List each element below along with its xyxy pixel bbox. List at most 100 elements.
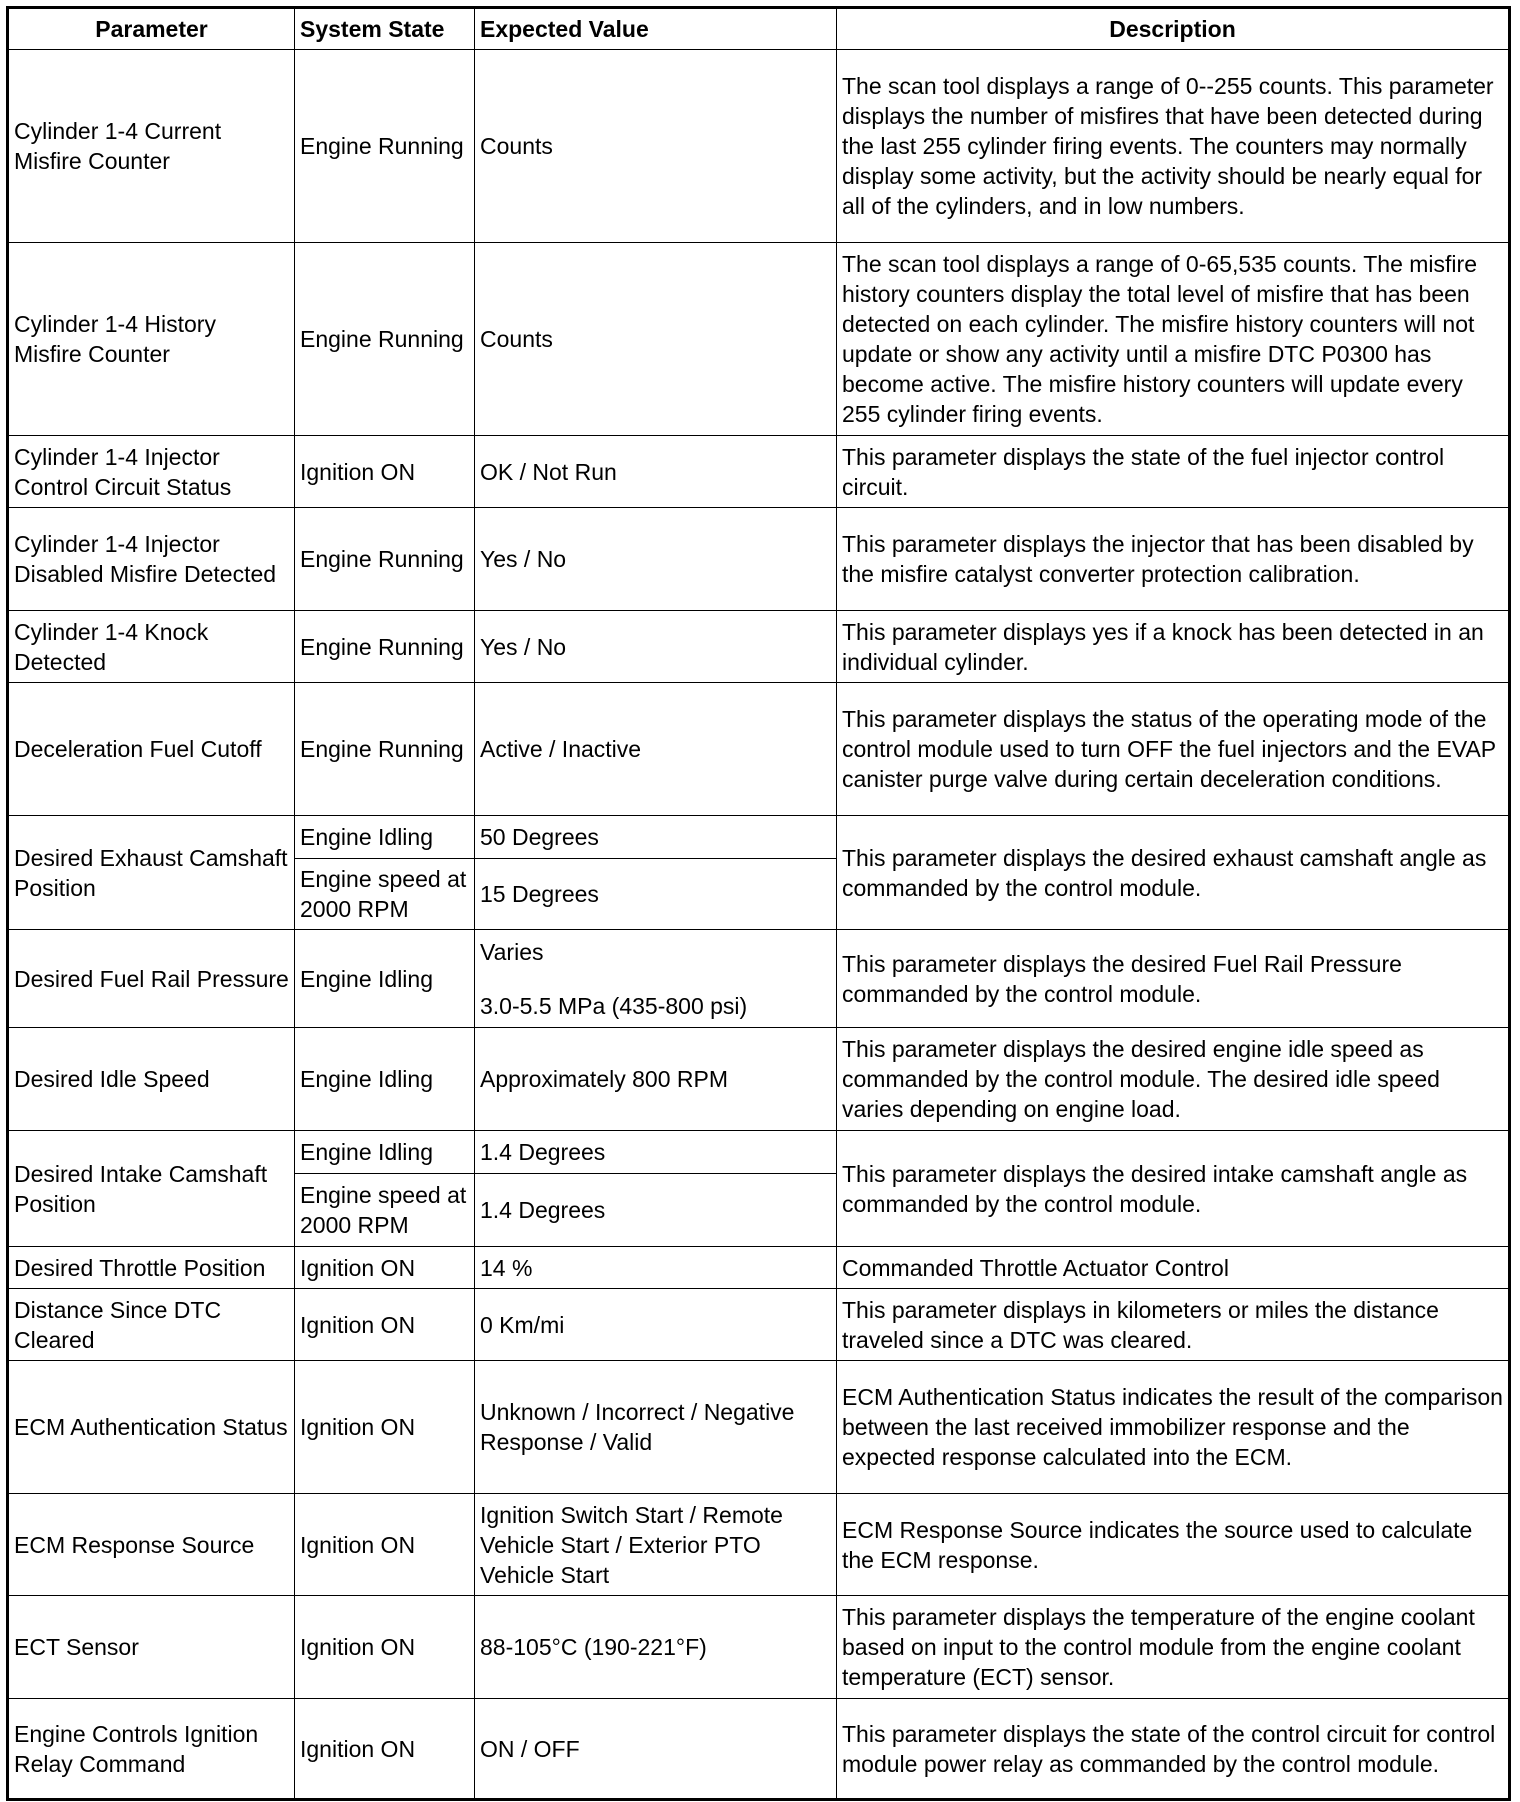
- table-row: Desired Idle Speed Engine Idling Approxima…: [7, 1027, 1510, 1131]
- system-state-cell: Ignition ON: [294, 1246, 475, 1289]
- parameter-cell: Cylinder 1-4 Injector Control Circuit St…: [7, 435, 295, 508]
- expected-value-text: Ignition Switch Start / Remote Vehicle S…: [480, 1501, 783, 1588]
- expected-value-text: Yes / No: [480, 546, 567, 572]
- description-cell: This parameter displays the desired exha…: [836, 815, 1510, 930]
- table-row: Desired Intake Camshaft Position Engine I…: [7, 1130, 1510, 1247]
- table-row: Desired Exhaust Camshaft Position Engine …: [7, 815, 1510, 930]
- system-state-cell: Ignition ON: [294, 1698, 475, 1800]
- parameter-cell: Distance Since DTC Cleared: [7, 1288, 295, 1361]
- expected-value-text: OK / Not Run: [480, 458, 617, 485]
- expected-value-cell: 0 Km/mi: [474, 1288, 837, 1361]
- parameter-cell: Desired Exhaust Camshaft Position: [7, 815, 295, 930]
- expected-value-text: 1.4 Degrees: [480, 1197, 606, 1223]
- parameter-cell: Cylinder 1-4 Knock Detected: [7, 610, 295, 683]
- expected-value-cell: 1.4 Degrees: [474, 1130, 837, 1174]
- expected-value-cell: 88-105°C (190-221°F): [474, 1595, 837, 1699]
- description-cell: This parameter displays the desired inta…: [836, 1130, 1510, 1247]
- expected-value-text: 14 %: [480, 1254, 533, 1281]
- description-cell: This parameter displays the state of the…: [836, 435, 1510, 508]
- description-cell: ECM Authentication Status indicates the …: [836, 1360, 1510, 1494]
- expected-value-cell: Unknown / Incorrect / Negative Response …: [474, 1360, 837, 1494]
- system-state-cell: Ignition ON: [294, 1360, 475, 1494]
- expected-value-cell: 1.4 Degrees: [474, 1173, 837, 1247]
- system-state-cell: Engine Running: [294, 49, 475, 243]
- system-state-cell: Engine Idling: [294, 815, 475, 859]
- system-state-cell: Ignition ON: [294, 435, 475, 508]
- parameter-cell: Desired Fuel Rail Pressure: [7, 929, 295, 1028]
- header-description: Description: [836, 7, 1510, 50]
- system-state-cell: Engine Running: [294, 242, 475, 436]
- expected-value-cell: Approximately 800 RPM: [474, 1027, 837, 1131]
- table-row: ECT Sensor Ignition ON 88-105°C (190-221°F…: [7, 1595, 1510, 1699]
- parameter-cell: ECT Sensor: [7, 1595, 295, 1699]
- header-expected-value: Expected Value: [474, 7, 837, 50]
- table-row: Distance Since DTC Cleared Ignition ON 0 K…: [7, 1288, 1510, 1361]
- expected-value-text: Varies: [480, 938, 544, 965]
- expected-value-text: 50 Degrees: [480, 824, 599, 850]
- expected-value-cell: Active / Inactive: [474, 682, 837, 816]
- expected-value-cell: Counts: [474, 242, 837, 436]
- parameter-cell: Cylinder 1-4 Current Misfire Counter: [7, 49, 295, 243]
- expected-value-text: 88-105°C (190-221°F): [480, 1634, 707, 1660]
- expected-value-text: Yes / No: [480, 633, 567, 660]
- expected-value-cell: Varies 3.0-5.5 MPa (435-800 psi): [474, 929, 837, 1028]
- system-state-cell: Engine speed at 2000 RPM: [294, 1173, 475, 1247]
- table-row: Cylinder 1-4 Current Misfire Counter Engi…: [7, 49, 1510, 243]
- expected-value-cell: ON / OFF: [474, 1698, 837, 1800]
- system-state-cell: Engine Running: [294, 507, 475, 611]
- parameter-cell: Desired Idle Speed: [7, 1027, 295, 1131]
- header-parameter: Parameter: [7, 7, 295, 50]
- description-cell: This parameter displays the state of the…: [836, 1698, 1510, 1800]
- description-cell: Commanded Throttle Actuator Control: [836, 1246, 1510, 1289]
- system-state-cell: Engine Running: [294, 682, 475, 816]
- description-cell: This parameter displays in kilometers or…: [836, 1288, 1510, 1361]
- description-cell: The scan tool displays a range of 0--255…: [836, 49, 1510, 243]
- description-cell: This parameter displays the injector tha…: [836, 507, 1510, 611]
- parameter-cell: Cylinder 1-4 Injector Disabled Misfire D…: [7, 507, 295, 611]
- system-state-cell: Engine Idling: [294, 1130, 475, 1174]
- parameter-cell: Deceleration Fuel Cutoff: [7, 682, 295, 816]
- system-state-cell: Engine Idling: [294, 1027, 475, 1131]
- parameter-table: Parameter System State Expected Value De…: [6, 6, 1511, 1801]
- table-row: Desired Fuel Rail Pressure Engine Idling V…: [7, 929, 1510, 1028]
- expected-value-cell: 14 %: [474, 1246, 837, 1289]
- parameter-cell: Cylinder 1-4 History Misfire Counter: [7, 242, 295, 436]
- table-row: ECM Authentication Status Ignition ON Unkn…: [7, 1360, 1510, 1494]
- system-state-cell: Ignition ON: [294, 1493, 475, 1596]
- parameter-cell: Engine Controls Ignition Relay Command: [7, 1698, 295, 1800]
- system-state-cell: Engine speed at 2000 RPM: [294, 858, 475, 930]
- expected-value-text: 15 Degrees: [480, 881, 599, 907]
- spacer: [480, 967, 831, 991]
- table-row: Desired Throttle Position Ignition ON 14 %…: [7, 1246, 1510, 1289]
- expected-value-text: Approximately 800 RPM: [480, 1066, 728, 1092]
- expected-value-text: Counts: [480, 133, 553, 159]
- description-cell: This parameter displays the desired engi…: [836, 1027, 1510, 1131]
- system-state-cell: Engine Running: [294, 610, 475, 683]
- expected-value-text: Counts: [480, 326, 553, 352]
- expected-value-cell: Counts: [474, 49, 837, 243]
- expected-value-text: 3.0-5.5 MPa (435-800 psi): [480, 992, 748, 1019]
- description-cell: This parameter displays the status of th…: [836, 682, 1510, 816]
- description-cell: This parameter displays the desired Fuel…: [836, 929, 1510, 1028]
- system-state-cell: Engine Idling: [294, 929, 475, 1028]
- expected-value-text: 0 Km/mi: [480, 1311, 565, 1338]
- table-row: Cylinder 1-4 Injector Control Circuit St…: [7, 435, 1510, 508]
- expected-value-text: Unknown / Incorrect / Negative Response …: [480, 1399, 795, 1455]
- description-cell: This parameter displays yes if a knock h…: [836, 610, 1510, 683]
- parameter-cell: Desired Throttle Position: [7, 1246, 295, 1289]
- expected-value-text: ON / OFF: [480, 1735, 580, 1762]
- expected-value-cell: 15 Degrees: [474, 858, 837, 930]
- expected-value-cell: Ignition Switch Start / Remote Vehicle S…: [474, 1493, 837, 1596]
- header-system-state: System State: [294, 7, 475, 50]
- expected-value-cell: 50 Degrees: [474, 815, 837, 859]
- table-row: Engine Controls Ignition Relay Command Ig…: [7, 1698, 1510, 1800]
- expected-value-text: 1.4 Degrees: [480, 1139, 606, 1165]
- parameter-cell: Desired Intake Camshaft Position: [7, 1130, 295, 1247]
- parameter-cell: ECM Authentication Status: [7, 1360, 295, 1494]
- table-row: Cylinder 1-4 History Misfire Counter Engi…: [7, 242, 1510, 436]
- table-row: Deceleration Fuel Cutoff Engine Running Ac…: [7, 682, 1510, 816]
- table-row: Cylinder 1-4 Injector Disabled Misfire D…: [7, 507, 1510, 611]
- parameter-cell: ECM Response Source: [7, 1493, 295, 1596]
- system-state-cell: Ignition ON: [294, 1595, 475, 1699]
- description-cell: The scan tool displays a range of 0-65,5…: [836, 242, 1510, 436]
